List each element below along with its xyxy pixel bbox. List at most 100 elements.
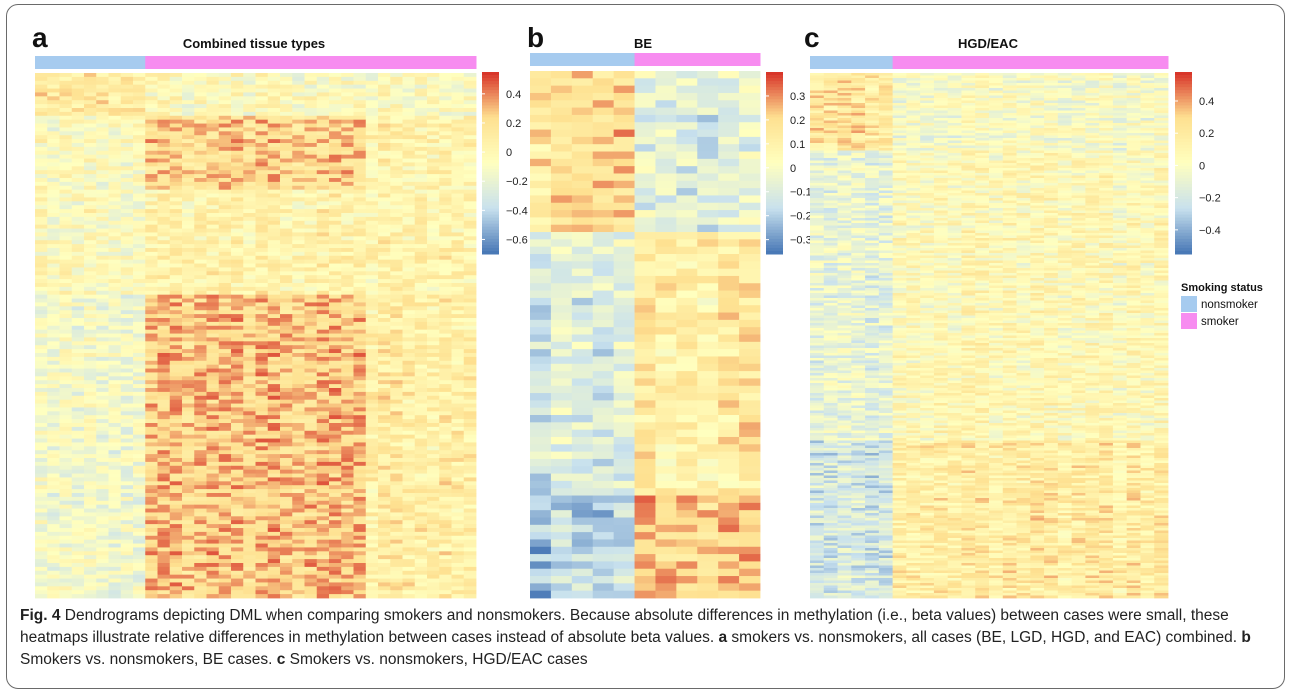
heatmap-cell — [255, 485, 269, 490]
heatmap-cell — [182, 337, 195, 342]
heatmap-cell — [120, 539, 134, 544]
heatmap-cell — [71, 259, 85, 264]
heatmap-cell — [353, 333, 367, 338]
heatmap-cell — [304, 384, 318, 389]
heatmap-cell — [243, 201, 256, 206]
heatmap-cell — [84, 127, 97, 132]
heatmap-cell — [84, 465, 97, 471]
heatmap-cell — [84, 574, 97, 579]
heatmap-cell — [427, 76, 440, 82]
heatmap-cell — [169, 531, 183, 537]
heatmap-cell — [353, 430, 367, 436]
heatmap-cell — [169, 135, 183, 140]
heatmap-cell — [182, 193, 195, 198]
heatmap-cell — [427, 236, 440, 241]
heatmap-cell — [329, 205, 342, 210]
heatmap-cell — [365, 570, 379, 576]
heatmap-cell — [427, 586, 440, 591]
heatmap-cell — [267, 477, 281, 482]
heatmap-cell — [35, 345, 48, 350]
heatmap-cell — [267, 166, 281, 171]
heatmap-cell — [108, 80, 122, 86]
heatmap-cell — [280, 563, 293, 568]
heatmap-cell — [35, 430, 48, 436]
heatmap-cell — [280, 349, 293, 354]
heatmap-cell — [390, 100, 403, 105]
heatmap-cell — [463, 391, 477, 397]
heatmap-cell — [414, 115, 428, 121]
colorbar-segment — [482, 166, 499, 170]
heatmap-cell — [414, 594, 428, 599]
heatmap-cell — [365, 438, 379, 443]
colorbar-segment — [482, 108, 499, 112]
heatmap-cell — [108, 360, 122, 366]
heatmap-cell — [35, 209, 48, 214]
heatmap-cell — [439, 531, 452, 537]
heatmap-cell — [378, 193, 391, 198]
heatmap-cell — [47, 395, 60, 401]
heatmap-cell — [206, 458, 220, 463]
panel-a-title: Combined tissue types — [183, 36, 325, 51]
heatmap-cell — [414, 127, 428, 132]
heatmap-cell — [365, 88, 379, 93]
heatmap-cell — [35, 477, 48, 482]
heatmap-cell — [169, 201, 183, 206]
heatmap-cell — [329, 123, 342, 128]
heatmap-cell — [133, 92, 146, 97]
heatmap-cell — [194, 341, 207, 346]
heatmap-cell — [71, 559, 85, 564]
heatmap-cell — [280, 360, 293, 366]
heatmap-cell — [341, 209, 354, 214]
heatmap-cell — [304, 279, 318, 284]
heatmap-cell — [365, 372, 379, 377]
heatmap-cell — [353, 372, 367, 377]
colorbar-segment — [482, 217, 499, 222]
heatmap-cell — [414, 508, 428, 513]
heatmap-cell — [280, 174, 293, 179]
heatmap-cell — [182, 197, 195, 202]
heatmap-cell — [96, 154, 109, 159]
heatmap-cell — [463, 477, 477, 482]
heatmap-cell — [145, 224, 158, 229]
colorbar-segment — [482, 93, 499, 97]
heatmap-cell — [365, 325, 379, 331]
heatmap-cell — [157, 302, 171, 307]
heatmap-cell — [35, 259, 48, 264]
heatmap-cell — [402, 224, 416, 229]
heatmap-cell — [145, 228, 158, 233]
heatmap-cell — [463, 531, 477, 537]
heatmap-cell — [439, 353, 452, 358]
heatmap-cell — [329, 286, 342, 292]
heatmap-cell — [427, 321, 440, 327]
heatmap-cell — [35, 119, 48, 124]
heatmap-cell — [414, 329, 428, 334]
heatmap-cell — [353, 477, 367, 482]
heatmap-cell — [96, 185, 109, 191]
heatmap-cell — [353, 442, 367, 447]
heatmap-cell — [108, 174, 122, 179]
heatmap-cell — [390, 321, 403, 327]
heatmap-cell — [96, 92, 109, 97]
heatmap-cell — [157, 516, 171, 521]
heatmap-cell — [439, 325, 452, 331]
heatmap-cell — [182, 504, 195, 509]
heatmap-cell — [108, 290, 122, 296]
heatmap-cell — [390, 555, 403, 560]
heatmap-cell — [35, 438, 48, 443]
heatmap-cell — [243, 489, 256, 494]
heatmap-cell — [194, 146, 207, 152]
heatmap-cell — [329, 131, 342, 136]
colorbar-segment — [482, 244, 499, 249]
heatmap-cell — [316, 489, 330, 494]
heatmap-cell — [378, 345, 391, 350]
heatmap-cell — [206, 283, 220, 288]
heatmap-cell — [439, 100, 452, 105]
heatmap-cell — [133, 376, 146, 381]
heatmap-cell — [365, 563, 379, 568]
heatmap-cell — [267, 426, 281, 432]
heatmap-cell — [59, 512, 73, 517]
heatmap-cell — [329, 450, 342, 455]
heatmap-cell — [47, 228, 60, 233]
heatmap-cell — [353, 158, 367, 163]
heatmap-cell — [451, 76, 465, 82]
